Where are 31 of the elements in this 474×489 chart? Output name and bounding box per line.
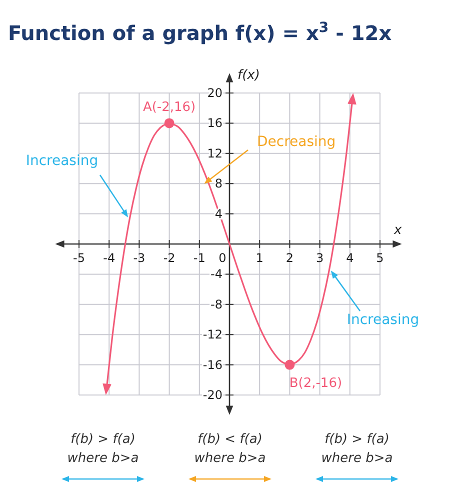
x-tick-label: 3 (316, 251, 324, 265)
annotation: Increasing (26, 153, 98, 169)
annotation: Increasing (346, 312, 420, 328)
text: f(b) > f(a) where b>a (321, 432, 393, 466)
x-tick-label: 5 (376, 251, 384, 265)
text: f(b) < f(a) where b>a (194, 432, 266, 466)
text: f(b) > f(a) where b>a (67, 432, 139, 466)
y-tick-label: 20 (207, 86, 222, 100)
x-tick-label: -4 (103, 251, 116, 265)
annotation: Decreasing (257, 134, 336, 150)
annotation: A(-2,16) (142, 100, 196, 116)
annotation: B(2,-16) (289, 376, 342, 391)
x-tick-label: 4 (346, 251, 354, 265)
x-tick-label: -3 (133, 251, 146, 265)
y-tick-label: -4 (210, 267, 222, 282)
x-tick-label: -2 (163, 251, 176, 265)
x-tick-label: -1 (193, 251, 206, 265)
y-tick-label: 12 (207, 146, 222, 160)
y-tick-label: -8 (210, 297, 222, 312)
y-tick-label: -16 (202, 358, 222, 372)
y-tick-label: 8 (214, 176, 222, 191)
chart-title: Function of a graph f(x) = x$^{3}$ - 12x (8, 20, 392, 45)
y-tick-label: 16 (207, 116, 222, 130)
y-tick-label: -12 (202, 328, 222, 342)
x-axis-title: x (393, 223, 402, 238)
x-tick-label: 2 (286, 251, 294, 265)
y-axis-title: f(x) (238, 68, 260, 83)
x-tick-label: 1 (256, 251, 264, 265)
y-tick-label: -20 (202, 388, 222, 402)
x-tick-label: -5 (73, 251, 85, 265)
x-tick-label: 0 (218, 251, 226, 265)
